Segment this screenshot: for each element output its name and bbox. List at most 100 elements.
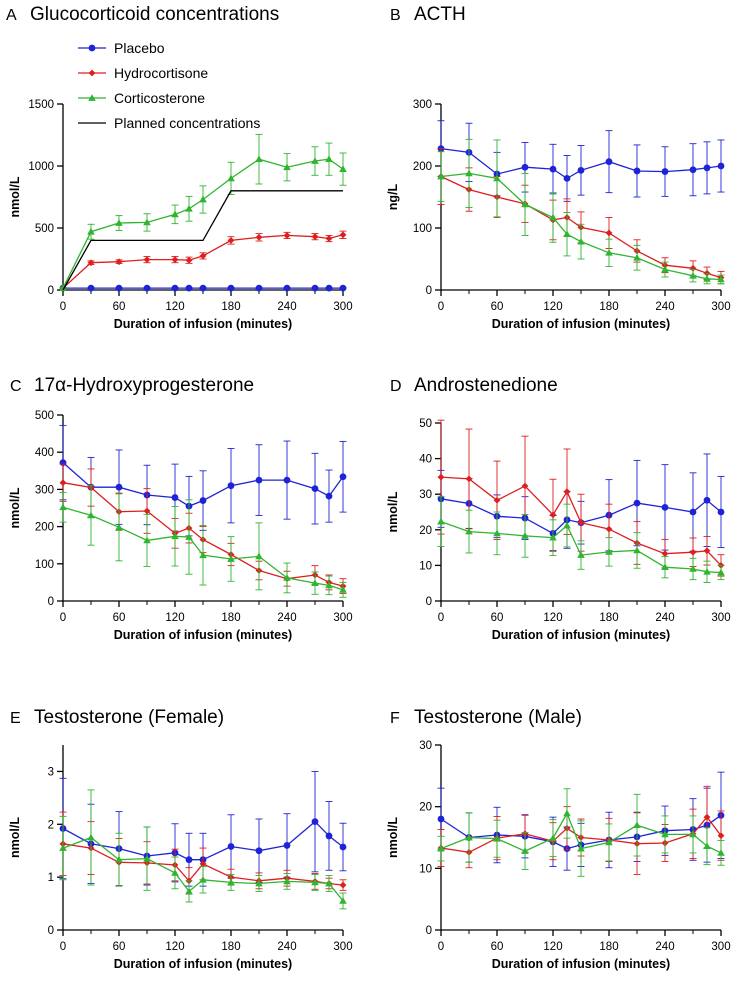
data-point-corticosterone <box>227 174 235 182</box>
data-point-corticosterone <box>143 536 151 544</box>
x-tick-label: 180 <box>221 941 240 953</box>
data-point-hydrocortisone <box>493 496 501 504</box>
data-point-corticosterone <box>563 521 571 529</box>
data-point-placebo <box>185 856 193 864</box>
y-tick-label: 0 <box>426 925 432 937</box>
y-tick-label: 1 <box>48 872 54 884</box>
x-tick-label: 0 <box>438 301 444 313</box>
y-tick-label: 40 <box>419 454 432 466</box>
series-line-planned-concentrations <box>62 190 343 291</box>
data-point-hydrocortisone <box>605 525 613 533</box>
data-point-hydrocortisone <box>143 507 151 515</box>
panel-letter: A <box>6 7 17 24</box>
data-point-placebo <box>171 284 179 292</box>
data-point-corticosterone <box>689 565 697 572</box>
data-point-corticosterone <box>87 227 95 235</box>
data-point-placebo <box>255 284 263 292</box>
y-tick-label: 30 <box>419 740 432 752</box>
data-point-hydrocortisone <box>227 237 235 244</box>
series-corticosterone <box>59 133 347 291</box>
panel-c: C 17α-Hydroxyprogesterone 0 60 120 180 240 300 0… <box>8 375 353 642</box>
data-point-corticosterone <box>311 878 319 886</box>
data-point-placebo <box>199 284 207 292</box>
y-axis-label: nmol/L <box>8 817 22 858</box>
x-tick-label: 0 <box>60 301 66 313</box>
data-point-corticosterone <box>577 844 585 852</box>
data-point-placebo <box>717 508 725 516</box>
data-point-hydrocortisone <box>577 519 585 527</box>
data-point-corticosterone <box>521 847 529 854</box>
y-tick-label: 2 <box>48 819 54 831</box>
panel-b: B ACTH 0 60 120 180 240 300 0 100 200 300 Duration o… <box>386 4 731 331</box>
data-point-corticosterone <box>283 877 291 885</box>
data-point-corticosterone <box>549 834 557 841</box>
series-line-hydrocortisone <box>62 234 344 289</box>
data-point-hydrocortisone <box>115 258 123 266</box>
y-axis-label: nmol/L <box>8 176 22 217</box>
data-point-corticosterone <box>339 897 347 904</box>
legend-marker <box>88 69 96 77</box>
panel-d: D Androstenedione 0 60 120 180 240 300 0 10 20 30 40… <box>386 375 731 642</box>
data-point-corticosterone <box>339 165 347 172</box>
y-tick-label: 3 <box>48 766 54 778</box>
x-tick-label: 300 <box>333 301 352 313</box>
panel-title: Testosterone (Male) <box>414 707 582 728</box>
y-axis-label: nmol/L <box>386 491 400 532</box>
y-axis-label: ng/L <box>386 183 400 210</box>
y-tick-label: 300 <box>413 99 432 111</box>
legend-item-hydrocortisone: Hydrocortisone <box>78 65 208 81</box>
data-point-corticosterone <box>87 511 95 519</box>
y-tick-label: 0 <box>48 925 54 937</box>
y-tick-label: 500 <box>35 410 54 422</box>
data-point-corticosterone <box>717 275 725 283</box>
data-point-hydrocortisone <box>521 482 529 490</box>
legend-label: Hydrocortisone <box>114 65 208 81</box>
data-point-placebo <box>283 842 291 849</box>
data-point-corticosterone <box>59 503 67 511</box>
data-point-placebo <box>311 485 319 493</box>
y-tick-label: 100 <box>35 559 54 571</box>
data-point-placebo <box>549 165 557 173</box>
data-point-hydrocortisone <box>283 232 291 239</box>
data-point-hydrocortisone <box>185 256 193 264</box>
data-point-placebo <box>689 508 697 516</box>
legend-item-placebo: Placebo <box>78 40 165 56</box>
data-point-placebo <box>143 284 151 292</box>
data-point-placebo <box>703 496 711 504</box>
series-planned-concentrations <box>62 190 343 291</box>
y-tick-label: 10 <box>419 560 432 572</box>
data-point-corticosterone <box>325 155 333 163</box>
x-tick-label: 120 <box>165 941 184 953</box>
data-point-corticosterone <box>185 533 193 540</box>
data-point-placebo <box>661 503 669 511</box>
data-point-corticosterone <box>227 555 235 562</box>
data-point-placebo <box>311 284 319 292</box>
data-point-placebo <box>633 167 641 175</box>
series-corticosterone <box>437 496 725 583</box>
y-tick-label: 0 <box>48 285 54 297</box>
data-point-corticosterone <box>437 844 445 852</box>
y-tick-label: 200 <box>35 522 54 534</box>
data-point-placebo <box>115 284 123 292</box>
data-point-hydrocortisone <box>199 860 207 868</box>
x-tick-label: 0 <box>438 941 444 953</box>
data-point-corticosterone <box>87 833 95 841</box>
data-point-corticosterone <box>283 163 291 171</box>
data-point-hydrocortisone <box>437 473 445 481</box>
data-point-placebo <box>521 163 529 171</box>
data-point-placebo <box>605 158 613 166</box>
panel-title: Glucocorticoid concentrations <box>30 4 279 25</box>
data-point-corticosterone <box>227 878 235 886</box>
data-point-corticosterone <box>465 833 473 841</box>
data-point-corticosterone <box>339 586 347 593</box>
legend-marker <box>88 94 96 101</box>
legend-marker <box>88 44 96 52</box>
x-axis-label: Duration of infusion (minutes) <box>114 317 292 331</box>
data-point-corticosterone <box>633 253 641 261</box>
data-point-corticosterone <box>689 271 697 279</box>
data-point-hydrocortisone <box>717 832 725 840</box>
x-tick-label: 0 <box>438 612 444 624</box>
data-point-hydrocortisone <box>563 488 571 496</box>
data-point-corticosterone <box>325 581 333 589</box>
data-point-placebo <box>171 494 179 501</box>
